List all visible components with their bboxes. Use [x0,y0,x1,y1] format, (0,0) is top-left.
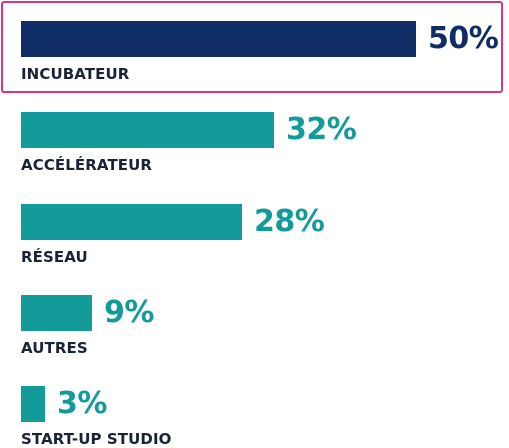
category-label: RÉSEAU [21,248,88,266]
category-label: START-UP STUDIO [21,430,172,448]
data-label: 28% [254,204,325,239]
category-label: AUTRES [21,339,88,357]
highlight-box [1,1,503,93]
data-label: 50% [428,21,499,56]
data-label: 32% [286,112,357,147]
bar [21,21,416,57]
bar [21,204,242,240]
bar [21,386,45,422]
category-label: ACCÉLÉRATEUR [21,156,153,174]
bar [21,112,274,148]
category-label: INCUBATEUR [21,65,130,83]
data-label: 9% [104,295,154,330]
data-label: 3% [57,386,107,421]
bar [21,295,92,331]
